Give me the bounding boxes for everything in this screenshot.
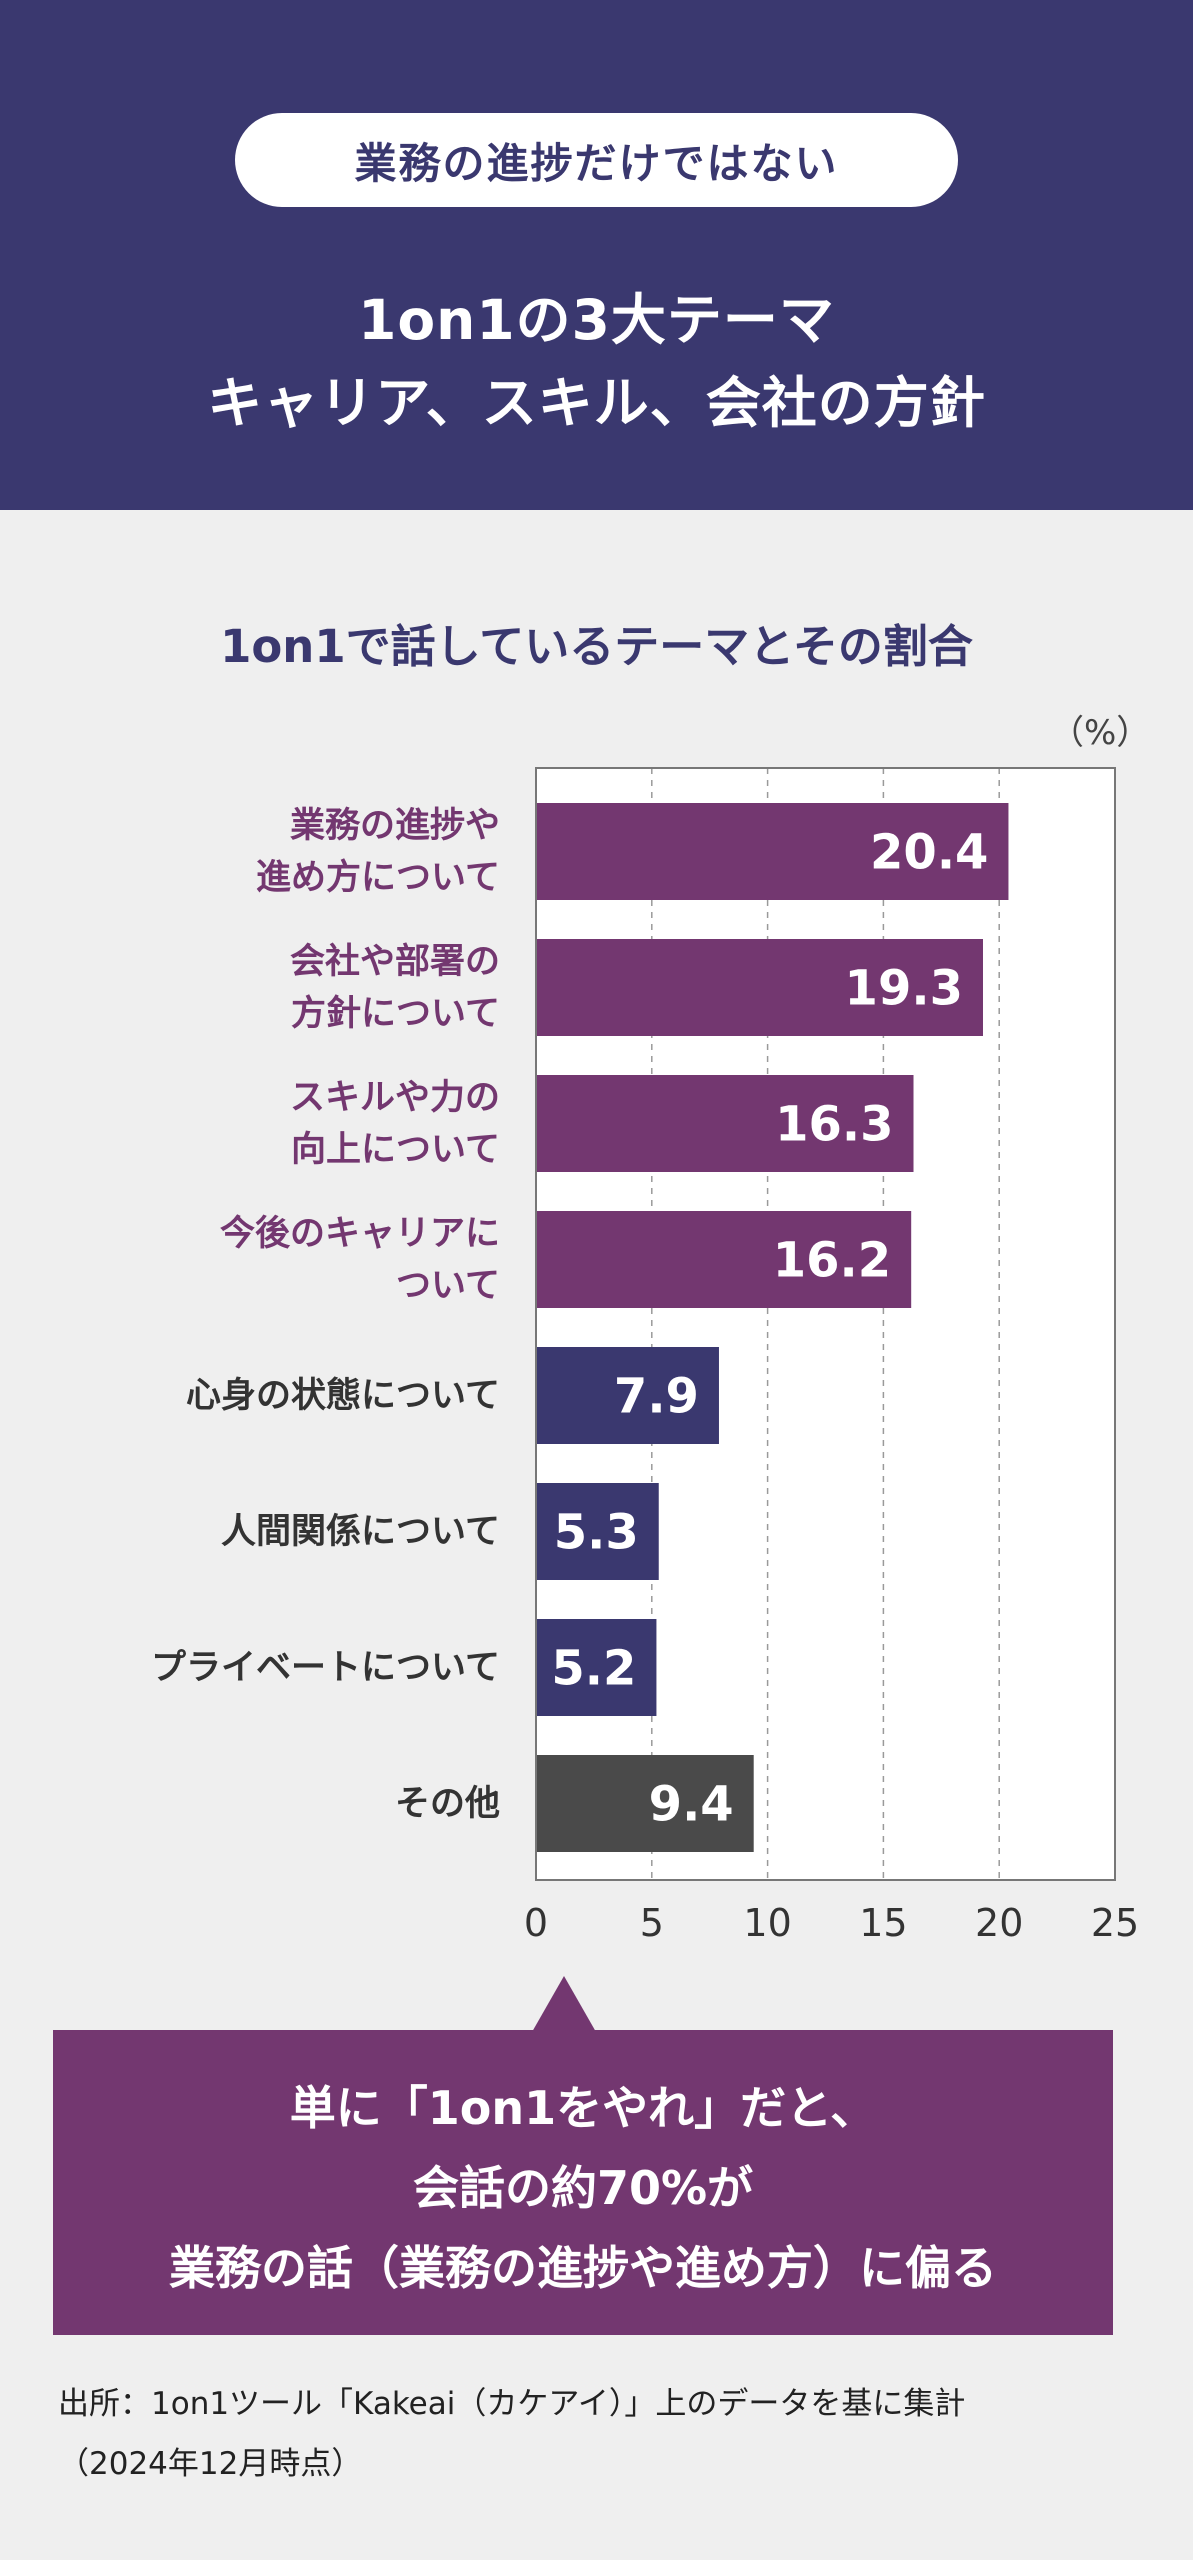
category-label-6: プライベートについて: [151, 1642, 500, 1694]
bar-0: [536, 803, 1009, 900]
value-label-0: 20.4: [870, 825, 988, 881]
value-label-5: 5.3: [554, 1505, 639, 1561]
category-label-0: 業務の進捗や進め方について: [256, 800, 500, 904]
x-tick-label-4: 20: [975, 1901, 1023, 1945]
x-tick-label-0: 0: [524, 1901, 548, 1945]
category-label-3-line-0: 今後のキャリアに: [219, 1213, 500, 1254]
category-label-7: その他: [395, 1778, 500, 1830]
callout-pointer: [532, 1976, 596, 2032]
category-label-1-line-0: 会社や部署の: [289, 941, 500, 982]
bar-chart: 20.4 19.3 16.3 16.2 7.9 5.3 5.2 9.4 0 5 10 15 20 25: [524, 767, 1139, 1945]
bar-2: [536, 1075, 914, 1172]
x-tick-label-2: 10: [743, 1901, 791, 1945]
category-label-3-line-1: ついて: [396, 1265, 500, 1306]
callout-line-2: 会話の約70%が: [412, 2161, 754, 2215]
bar-4: [536, 1347, 719, 1444]
x-tick-label-1: 5: [640, 1901, 664, 1945]
value-label-6: 5.2: [551, 1641, 636, 1697]
value-label-1: 19.3: [845, 961, 963, 1017]
bar-3: [536, 1211, 912, 1308]
plot-frame: [535, 767, 1116, 1881]
chart-title: 1on1で話しているテーマとその割合: [220, 620, 973, 673]
value-label-7: 9.4: [649, 1777, 734, 1833]
x-tick-label-5: 25: [1091, 1901, 1139, 1945]
x-tick-label-3: 15: [859, 1901, 907, 1945]
bar-1: [536, 939, 983, 1036]
category-label-0-line-0: 業務の進捗や: [289, 805, 500, 846]
value-label-2: 16.3: [775, 1097, 893, 1153]
source-note: 出所：1on1ツール「Kakeai（カケアイ）」上のデータを基に集計: [58, 2386, 966, 2422]
headline-line-1: 1on1の3大テーマ: [358, 288, 835, 352]
callout-line-1: 単に「1on1をやれ」だと、: [289, 2081, 877, 2135]
callout-line-3: 業務の話（業務の進捗や進め方）に偏る: [169, 2241, 997, 2295]
value-label-4: 7.9: [614, 1369, 699, 1425]
callout-box: 単に「1on1をやれ」だと、 会話の約70%が 業務の話（業務の進捗や進め方）に…: [53, 2030, 1113, 2335]
value-label-3: 16.2: [773, 1233, 891, 1289]
category-label-1-line-1: 方針について: [291, 993, 500, 1034]
category-label-4-line-0: 心身の状態について: [186, 1375, 500, 1416]
source-date: （2024年12月時点）: [58, 2446, 363, 2482]
category-label-4: 心身の状態について: [186, 1370, 500, 1422]
category-label-2-line-0: スキルや力の: [289, 1077, 500, 1118]
header-banner: 業務の進捗だけではない 1on1の3大テーマ キャリア、スキル、会社の方針: [0, 0, 1193, 510]
headline-line-2: キャリア、スキル、会社の方針: [207, 371, 986, 435]
category-label-2: スキルや力の 向上について: [290, 1072, 500, 1176]
category-label-1: 会社や部署の 方針について: [290, 936, 500, 1040]
bar-6: [536, 1619, 657, 1716]
unit-label: （%）: [1050, 713, 1151, 753]
category-label-2-line-1: 向上について: [291, 1129, 500, 1170]
category-label-5-line-0: 人間関係について: [221, 1511, 500, 1552]
bar-7: [536, 1755, 754, 1852]
category-label-3: 今後のキャリアについて: [220, 1208, 500, 1312]
bar-5: [536, 1483, 659, 1580]
subtitle-pill: 業務の進捗だけではない: [235, 113, 958, 207]
category-label-6-line-0: プライベートについて: [151, 1647, 500, 1688]
category-label-7-line-0: その他: [394, 1783, 500, 1824]
category-label-5: 人間関係について: [221, 1506, 500, 1558]
category-label-0-line-1: 進め方について: [256, 857, 500, 898]
